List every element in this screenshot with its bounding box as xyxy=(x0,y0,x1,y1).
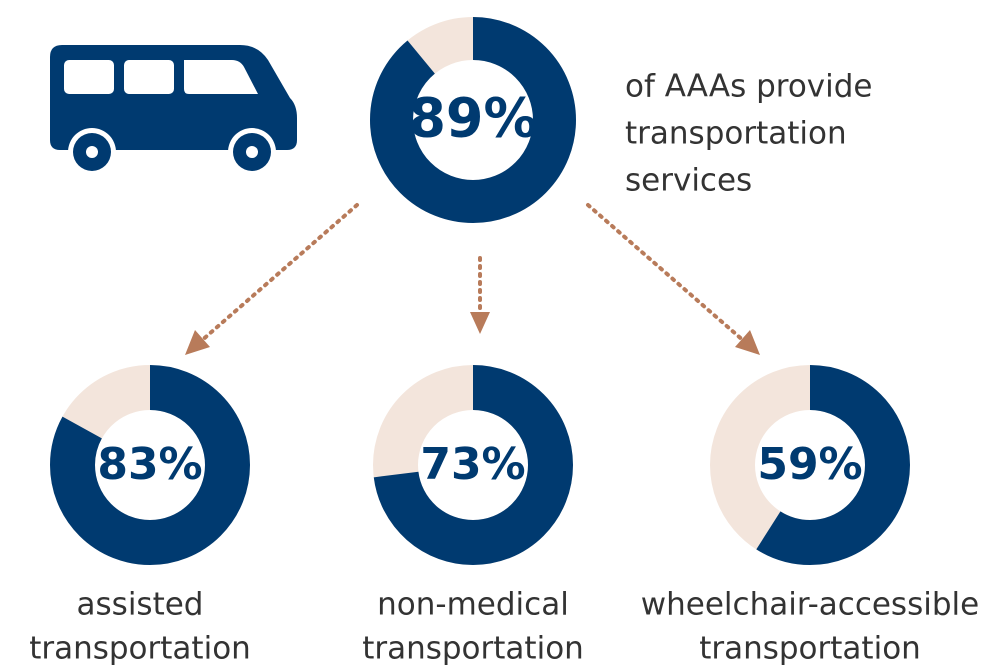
van-icon xyxy=(50,45,297,176)
caption: transportation xyxy=(699,631,921,667)
caption: assisted xyxy=(77,587,204,623)
caption: transportation xyxy=(29,631,251,667)
caption: transportation xyxy=(625,116,847,152)
arrows xyxy=(198,203,747,344)
caption: non-medical xyxy=(377,587,569,623)
caption: wheelchair-accessible xyxy=(641,587,979,623)
donut-value-label: 59% xyxy=(757,439,862,490)
donut-segment xyxy=(710,365,910,565)
caption: services xyxy=(625,163,752,199)
caption: of AAAs provide xyxy=(625,69,873,105)
donut-segment xyxy=(373,365,573,565)
caption: transportation xyxy=(362,631,584,667)
arrowheads xyxy=(185,312,760,355)
donut-segment xyxy=(50,365,250,565)
donut-segment xyxy=(370,17,576,223)
donut-value-label: 83% xyxy=(97,439,202,490)
donut-value-label: 89% xyxy=(408,87,537,150)
donut-value-label: 73% xyxy=(420,439,525,490)
